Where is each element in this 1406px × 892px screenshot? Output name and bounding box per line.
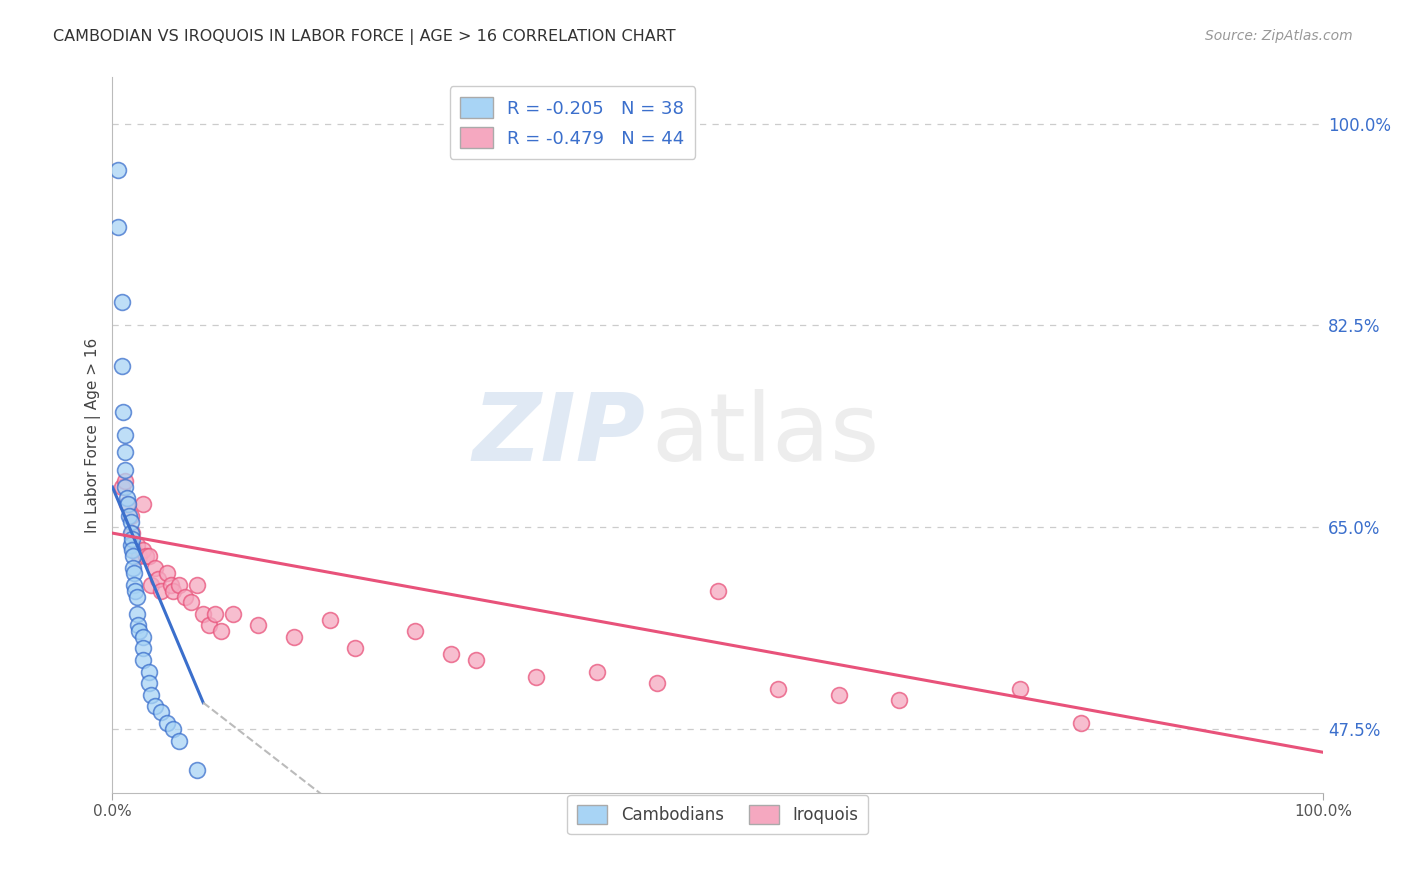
Point	[122, 566, 145, 581]
Point	[1070, 716, 1092, 731]
Point	[128, 549, 150, 564]
Point	[343, 641, 366, 656]
Point	[319, 613, 342, 627]
Point	[148, 572, 170, 586]
Point	[141, 578, 163, 592]
Point	[645, 676, 668, 690]
Point	[117, 497, 139, 511]
Point	[121, 543, 143, 558]
Point	[127, 618, 149, 632]
Point	[464, 653, 486, 667]
Point	[120, 515, 142, 529]
Point	[135, 549, 157, 564]
Point	[122, 549, 145, 564]
Point	[186, 763, 208, 777]
Point	[193, 607, 215, 621]
Point	[114, 445, 136, 459]
Point	[167, 578, 190, 592]
Point	[828, 688, 851, 702]
Legend: Cambodians, Iroquois: Cambodians, Iroquois	[568, 795, 868, 834]
Point	[122, 578, 145, 592]
Point	[174, 590, 197, 604]
Point	[122, 543, 145, 558]
Point	[141, 688, 163, 702]
Point	[131, 641, 153, 656]
Point	[768, 681, 790, 696]
Text: CAMBODIAN VS IROQUOIS IN LABOR FORCE | AGE > 16 CORRELATION CHART: CAMBODIAN VS IROQUOIS IN LABOR FORCE | A…	[53, 29, 676, 45]
Point	[167, 733, 190, 747]
Point	[107, 162, 129, 177]
Point	[115, 497, 138, 511]
Point	[138, 549, 160, 564]
Point	[111, 480, 134, 494]
Point	[159, 578, 181, 592]
Point	[122, 560, 145, 574]
Point	[198, 618, 221, 632]
Text: ZIP: ZIP	[472, 389, 645, 481]
Point	[143, 560, 166, 574]
Point	[143, 699, 166, 714]
Point	[889, 693, 911, 707]
Point	[131, 543, 153, 558]
Point	[114, 480, 136, 494]
Point	[131, 653, 153, 667]
Point	[404, 624, 426, 639]
Text: atlas: atlas	[651, 389, 879, 481]
Point	[120, 526, 142, 541]
Point	[125, 538, 148, 552]
Point	[125, 607, 148, 621]
Point	[125, 590, 148, 604]
Point	[156, 716, 179, 731]
Point	[440, 647, 463, 661]
Point	[111, 359, 134, 373]
Point	[121, 532, 143, 546]
Point	[128, 624, 150, 639]
Point	[524, 670, 547, 684]
Point	[222, 607, 245, 621]
Point	[204, 607, 226, 621]
Point	[121, 526, 143, 541]
Point	[120, 508, 142, 523]
Point	[138, 665, 160, 679]
Text: Source: ZipAtlas.com: Source: ZipAtlas.com	[1205, 29, 1353, 43]
Point	[162, 583, 184, 598]
Point	[111, 295, 134, 310]
Point	[162, 722, 184, 736]
Y-axis label: In Labor Force | Age > 16: In Labor Force | Age > 16	[86, 337, 101, 533]
Point	[114, 474, 136, 488]
Point	[707, 583, 730, 598]
Point	[138, 676, 160, 690]
Point	[131, 630, 153, 644]
Point	[209, 624, 232, 639]
Point	[149, 705, 172, 719]
Point	[131, 497, 153, 511]
Point	[114, 428, 136, 442]
Point	[585, 665, 607, 679]
Point	[1010, 681, 1032, 696]
Point	[107, 220, 129, 235]
Point	[149, 583, 172, 598]
Point	[118, 508, 141, 523]
Point	[120, 538, 142, 552]
Point	[283, 630, 305, 644]
Point	[186, 578, 208, 592]
Point	[246, 618, 269, 632]
Point	[115, 491, 138, 506]
Point	[114, 463, 136, 477]
Point	[156, 566, 179, 581]
Point	[112, 405, 135, 419]
Point	[124, 583, 146, 598]
Point	[180, 595, 202, 609]
